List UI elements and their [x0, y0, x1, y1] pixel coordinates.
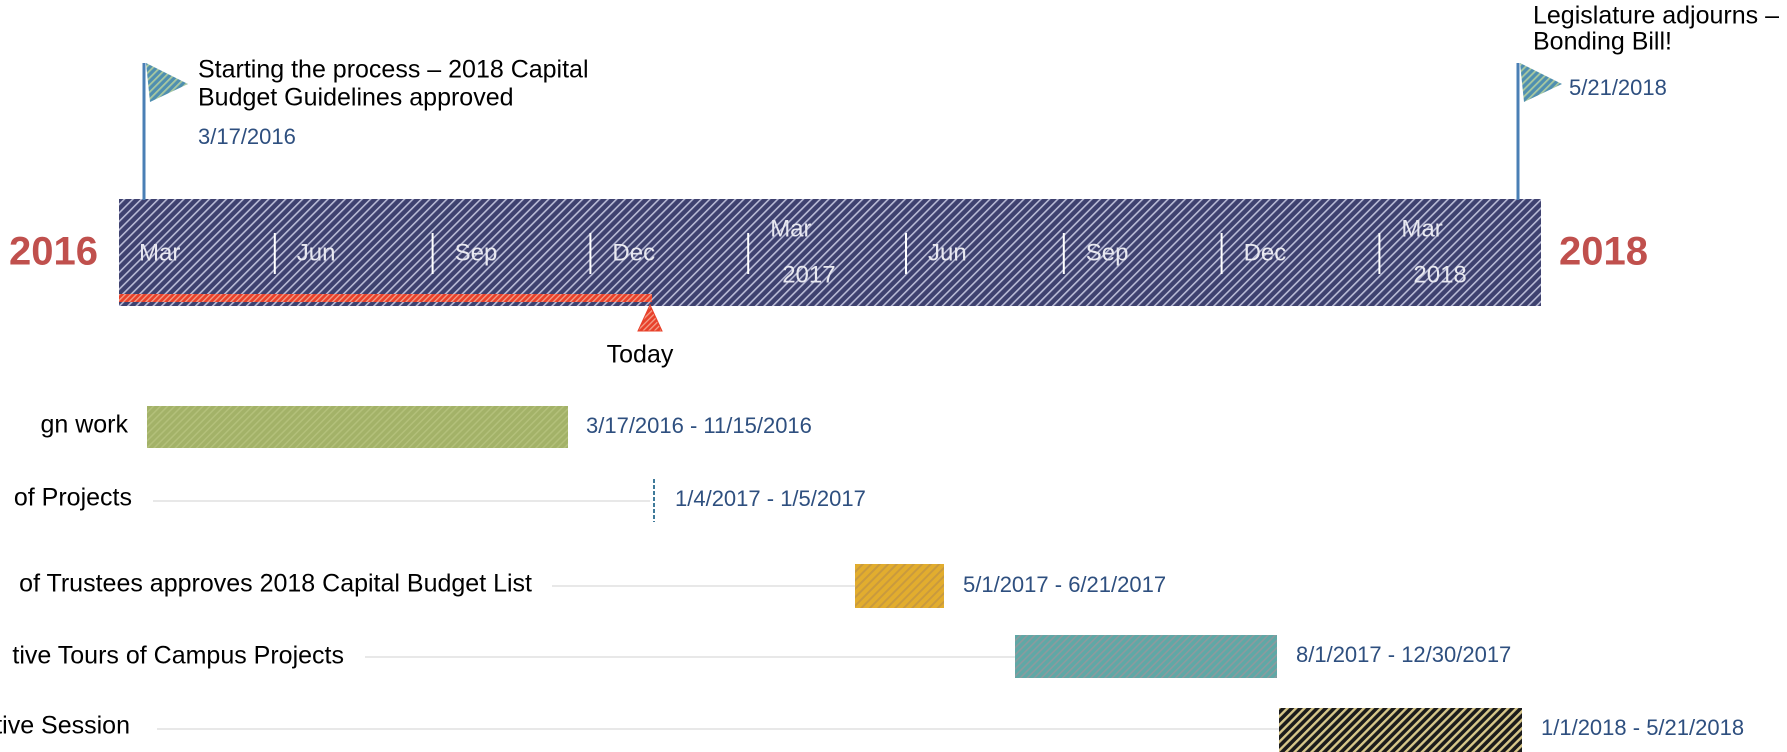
month-label: Jun	[928, 239, 967, 266]
milestone-text: Bonding Bill!	[1533, 28, 1672, 56]
task-label: of Trustees approves 2018 Capital Budget…	[19, 570, 532, 598]
task-bar	[147, 406, 568, 448]
task-label: tive Tours of Campus Projects	[12, 642, 344, 670]
task-label: of Projects	[14, 484, 132, 512]
flag	[146, 63, 188, 102]
flag	[1520, 63, 1562, 102]
task-label: gn work	[40, 411, 128, 439]
milestone-text: Budget Guidelines approved	[198, 84, 514, 112]
end-year: 2018	[1559, 230, 1648, 274]
month-label: Mar	[1401, 215, 1442, 242]
month-label: Mar	[139, 239, 180, 266]
today-marker	[637, 303, 663, 332]
month-label: Sep	[1086, 239, 1129, 266]
start-year: 2016	[9, 230, 98, 274]
task-bar	[855, 564, 944, 608]
month-label: 2018	[1413, 261, 1466, 288]
task-dates: 8/1/2017 - 12/30/2017	[1296, 642, 1511, 667]
milestone-date: 3/17/2016	[198, 124, 296, 149]
month-label: Dec	[1244, 239, 1287, 266]
milestone-date: 5/21/2018	[1569, 75, 1667, 100]
task-label: tive Session	[0, 712, 130, 740]
today-label: Today	[607, 341, 674, 369]
month-label: Sep	[455, 239, 498, 266]
task-bar	[1279, 708, 1522, 752]
milestone-text: Legislature adjourns –	[1533, 2, 1779, 30]
month-label: Jun	[297, 239, 336, 266]
task-dates: 3/17/2016 - 11/15/2016	[586, 413, 812, 438]
progress-bar	[119, 294, 652, 302]
month-label: Mar	[770, 215, 811, 242]
timescale-band	[119, 199, 1541, 306]
task-dates: 1/4/2017 - 1/5/2017	[675, 486, 866, 511]
task-bar	[1015, 635, 1277, 678]
task-dates: 5/1/2017 - 6/21/2017	[963, 572, 1166, 597]
month-label: Dec	[612, 239, 655, 266]
task-dates: 1/1/2018 - 5/21/2018	[1541, 715, 1744, 740]
month-label: 2017	[782, 261, 835, 288]
milestone-text: Starting the process – 2018 Capital	[198, 56, 589, 84]
